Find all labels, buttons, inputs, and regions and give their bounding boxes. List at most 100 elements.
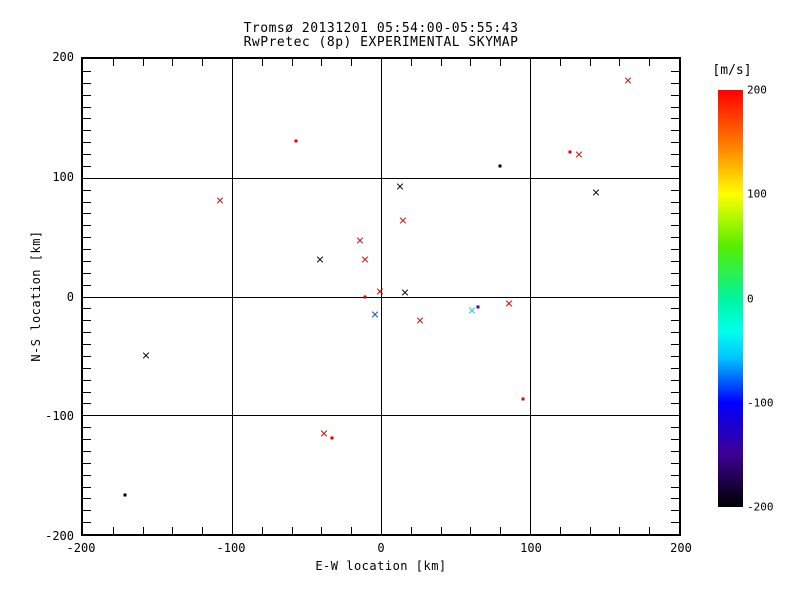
x-minor-tick — [649, 527, 651, 534]
x-minor-tick — [440, 59, 442, 66]
y-minor-tick — [671, 355, 679, 357]
data-point — [123, 493, 127, 497]
data-point — [476, 305, 480, 309]
x-axis-tick-labels: -200 -100 0 100 200 — [67, 541, 692, 557]
x-minor-tick — [619, 59, 621, 66]
colorbar-tick-label: 100 — [747, 187, 767, 201]
y-minor-tick — [83, 154, 91, 155]
y-minor-tick — [83, 237, 91, 239]
y-minor-tick — [83, 427, 91, 429]
y-minor-tick — [671, 450, 679, 452]
x-minor-tick — [559, 59, 561, 66]
x-minor-tick — [440, 527, 442, 534]
y-minor-tick — [671, 284, 679, 286]
y-minor-tick — [671, 332, 679, 334]
data-point — [624, 76, 632, 84]
x-minor-tick — [112, 59, 114, 66]
data-point — [294, 139, 298, 143]
y-minor-tick — [83, 82, 91, 84]
x-minor-tick — [202, 527, 204, 534]
y-minor-tick — [671, 189, 679, 191]
y-minor-tick — [83, 344, 91, 345]
data-point — [396, 182, 404, 190]
y-tick-label: 100 — [52, 169, 74, 184]
y-minor-tick — [671, 154, 679, 155]
data-point — [376, 288, 384, 296]
data-point — [575, 150, 583, 158]
x-minor-tick — [321, 59, 323, 66]
y-minor-tick — [83, 70, 91, 72]
y-minor-tick — [671, 344, 679, 345]
x-minor-tick — [351, 527, 353, 534]
x-minor-tick — [112, 527, 114, 534]
data-point — [356, 237, 364, 245]
x-tick-label: 0 — [377, 541, 385, 555]
y-minor-tick — [83, 522, 91, 524]
y-minor-tick — [671, 237, 679, 239]
x-axis-label: E-W location [km] — [315, 559, 447, 573]
y-minor-tick — [83, 284, 91, 286]
y-minor-tick — [671, 427, 679, 429]
x-tick-label: -100 — [216, 541, 246, 555]
colorbar-gradient — [718, 90, 743, 507]
x-minor-tick — [142, 59, 144, 66]
y-minor-tick — [83, 272, 91, 274]
data-point — [320, 429, 328, 437]
data-point — [361, 256, 369, 264]
grid-line-vertical — [530, 59, 531, 534]
x-minor-tick — [351, 59, 353, 66]
x-minor-tick — [261, 527, 263, 534]
y-minor-tick — [83, 118, 91, 120]
grid-line-horizontal — [83, 177, 679, 179]
y-tick-label: -200 — [45, 529, 74, 543]
data-point — [316, 256, 324, 264]
x-minor-tick — [500, 59, 502, 66]
y-minor-tick — [671, 522, 679, 524]
y-minor-tick — [671, 308, 679, 310]
colorbar-unit-label: [m/s] — [712, 63, 752, 78]
y-axis-tick-labels: 200 100 0 -100 -200 — [0, 50, 77, 543]
y-minor-tick — [671, 249, 679, 250]
y-minor-tick — [83, 355, 91, 357]
y-minor-tick — [671, 320, 679, 322]
x-minor-tick — [500, 527, 502, 534]
y-minor-tick — [83, 391, 91, 393]
x-minor-tick — [142, 527, 144, 534]
x-minor-tick — [291, 59, 293, 66]
y-minor-tick — [671, 260, 679, 262]
y-minor-tick — [83, 213, 91, 215]
y-minor-tick — [83, 474, 91, 476]
x-minor-tick — [291, 527, 293, 534]
x-minor-tick — [649, 59, 651, 66]
data-point — [505, 300, 513, 308]
data-point — [401, 289, 409, 297]
y-minor-tick — [671, 142, 679, 144]
x-tick-label: 100 — [520, 541, 542, 555]
y-minor-tick — [83, 201, 91, 203]
y-minor-tick — [83, 165, 91, 167]
y-minor-tick — [671, 367, 679, 369]
x-minor-tick — [410, 59, 412, 66]
colorbar-tick-label: 0 — [747, 292, 754, 305]
y-tick-label: -100 — [45, 409, 74, 424]
x-minor-tick — [619, 527, 621, 534]
y-minor-tick — [83, 106, 91, 108]
y-minor-tick — [671, 225, 679, 227]
y-minor-tick — [671, 106, 679, 108]
y-minor-tick — [671, 510, 679, 512]
y-tick-label: 200 — [52, 50, 74, 64]
y-minor-tick — [671, 403, 679, 405]
grid-line-horizontal — [83, 296, 679, 298]
data-point — [468, 307, 476, 315]
x-minor-tick — [172, 527, 174, 534]
data-point — [568, 150, 572, 154]
y-minor-tick — [83, 486, 91, 488]
y-minor-tick — [83, 332, 91, 334]
y-minor-tick — [671, 130, 679, 132]
plot-title: Tromsø 20131201 05:54:00-05:55:43 — [243, 21, 519, 36]
x-minor-tick — [470, 527, 472, 534]
y-minor-tick — [671, 486, 679, 488]
y-minor-tick — [83, 379, 91, 381]
x-tick-label: 200 — [670, 541, 692, 555]
y-minor-tick — [671, 201, 679, 203]
